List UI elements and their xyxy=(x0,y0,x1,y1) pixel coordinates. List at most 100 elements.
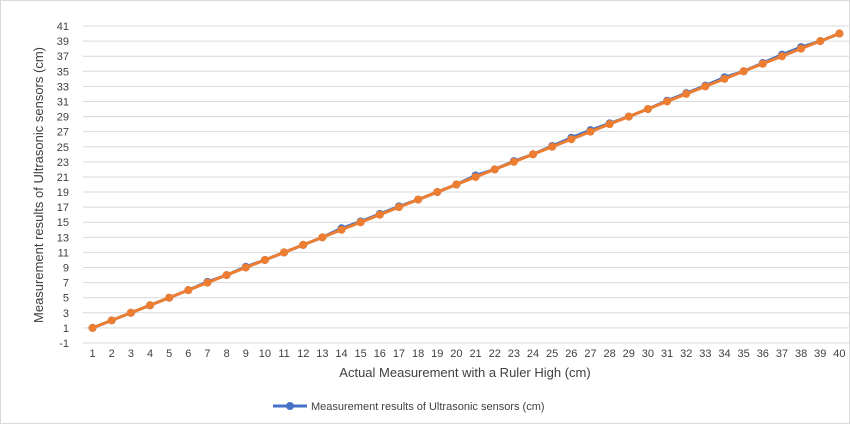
series-2-point xyxy=(624,112,633,121)
series-2-point xyxy=(280,248,289,257)
x-tick-label: 11 xyxy=(278,348,289,360)
y-tick-label: 35 xyxy=(57,66,69,78)
series-2-point xyxy=(88,323,97,332)
series-2-point xyxy=(797,44,806,53)
legend: Measurement results of Ultrasonic sensor… xyxy=(273,401,545,413)
series-2-point xyxy=(682,89,691,98)
gridlines xyxy=(83,25,849,344)
y-tick-label: 33 xyxy=(57,81,69,93)
x-tick-label: 4 xyxy=(147,348,153,360)
x-tick-label: 14 xyxy=(335,348,347,360)
y-tick-label: 19 xyxy=(57,187,69,199)
series-2-point xyxy=(720,74,729,83)
x-tick-label: 2 xyxy=(109,348,115,360)
series-2-point xyxy=(777,52,786,61)
x-tick-label: 34 xyxy=(718,348,730,360)
series-2-point xyxy=(318,233,327,242)
series-2-point xyxy=(299,240,308,249)
y-tick-label: 15 xyxy=(57,217,69,229)
series-2-point xyxy=(126,308,135,317)
series-2-point xyxy=(567,135,576,144)
y-tick-label: 29 xyxy=(57,112,69,124)
x-tick-label: 27 xyxy=(584,348,596,360)
x-tick-label: 22 xyxy=(489,348,501,360)
x-tick-label: 20 xyxy=(450,348,462,360)
y-tick-label: 5 xyxy=(63,293,69,305)
y-tick-label: 3 xyxy=(63,308,69,320)
series-2-point xyxy=(337,225,346,234)
series-2-point xyxy=(203,278,212,287)
series-2-point xyxy=(643,105,652,114)
series-2-point xyxy=(835,29,844,38)
series-2-point xyxy=(663,97,672,106)
x-tick-label: 7 xyxy=(204,348,210,360)
x-tick-label: 13 xyxy=(316,348,328,360)
x-tick-label: 16 xyxy=(374,348,386,360)
series-2-point xyxy=(433,188,442,197)
x-tick-label: 23 xyxy=(508,348,520,360)
series-2-point xyxy=(529,150,538,159)
x-tick-label: 28 xyxy=(604,348,616,360)
y-tick-label: 27 xyxy=(57,127,69,139)
data-series xyxy=(88,29,844,332)
series-2-point xyxy=(222,271,231,280)
series-2-point xyxy=(471,172,480,181)
y-tick-label: 31 xyxy=(57,96,69,108)
x-tick-label: 29 xyxy=(623,348,635,360)
series-2-point xyxy=(394,203,403,212)
y-axis-title: Measurement results of Ultrasonic sensor… xyxy=(31,47,46,323)
y-tick-label: 9 xyxy=(63,263,69,275)
x-tick-label: 17 xyxy=(393,348,405,360)
x-tick-label: 30 xyxy=(642,348,654,360)
legend-dot-marker xyxy=(286,402,294,410)
series-2-point xyxy=(758,59,767,68)
x-tick-label: 21 xyxy=(469,348,481,360)
series-2-point xyxy=(375,210,384,219)
x-tick-label: 26 xyxy=(565,348,577,360)
y-tick-label: 23 xyxy=(57,157,69,169)
x-tick-label: 36 xyxy=(757,348,769,360)
x-tick-label: 18 xyxy=(412,348,424,360)
series-2-point xyxy=(414,195,423,204)
x-tick-label: 39 xyxy=(814,348,826,360)
y-tick-label: 37 xyxy=(57,51,69,63)
x-tick-label: 24 xyxy=(527,348,539,360)
x-tick-label: 10 xyxy=(259,348,271,360)
series-2-point xyxy=(356,218,365,227)
x-tick-label: 12 xyxy=(297,348,309,360)
x-tick-label: 3 xyxy=(128,348,134,360)
x-axis-title: Actual Measurement with a Ruler High (cm… xyxy=(339,365,590,380)
y-tick-label: 41 xyxy=(57,21,69,33)
series-2-point xyxy=(605,120,614,129)
x-tick-label: 37 xyxy=(776,348,788,360)
series-2-point xyxy=(509,157,518,166)
series-2-point xyxy=(490,165,499,174)
y-tick-label: 1 xyxy=(63,323,69,335)
x-tick-label: 25 xyxy=(546,348,558,360)
x-tick-label: 31 xyxy=(661,348,673,360)
series-2-point xyxy=(548,142,557,151)
series-2-point xyxy=(701,82,710,91)
x-tick-label: 19 xyxy=(431,348,443,360)
series-2-point xyxy=(586,127,595,136)
x-tick-label: 5 xyxy=(166,348,172,360)
y-tick-label: 17 xyxy=(57,202,69,214)
y-tick-label: 13 xyxy=(57,232,69,244)
y-tick-label: 21 xyxy=(57,172,69,184)
y-tick-label: 39 xyxy=(57,36,69,48)
series-2-point xyxy=(241,263,250,272)
legend-label: Measurement results of Ultrasonic sensor… xyxy=(311,401,545,413)
x-tick-label: 9 xyxy=(243,348,249,360)
y-tick-label: -1 xyxy=(59,338,69,350)
y-tick-label: 25 xyxy=(57,142,69,154)
series-2-point xyxy=(146,301,155,310)
series-line-2 xyxy=(92,32,840,330)
x-tick-label: 35 xyxy=(738,348,750,360)
x-tick-label: 8 xyxy=(224,348,230,360)
y-tick-label: 11 xyxy=(58,247,69,259)
x-tick-label: 15 xyxy=(355,348,367,360)
x-axis-tick-labels: 1 2 3 4 5 6 7 8 9 10 11 12 13 14 15 16 17 18 19 20 21 22 23 24 2… xyxy=(90,348,846,360)
